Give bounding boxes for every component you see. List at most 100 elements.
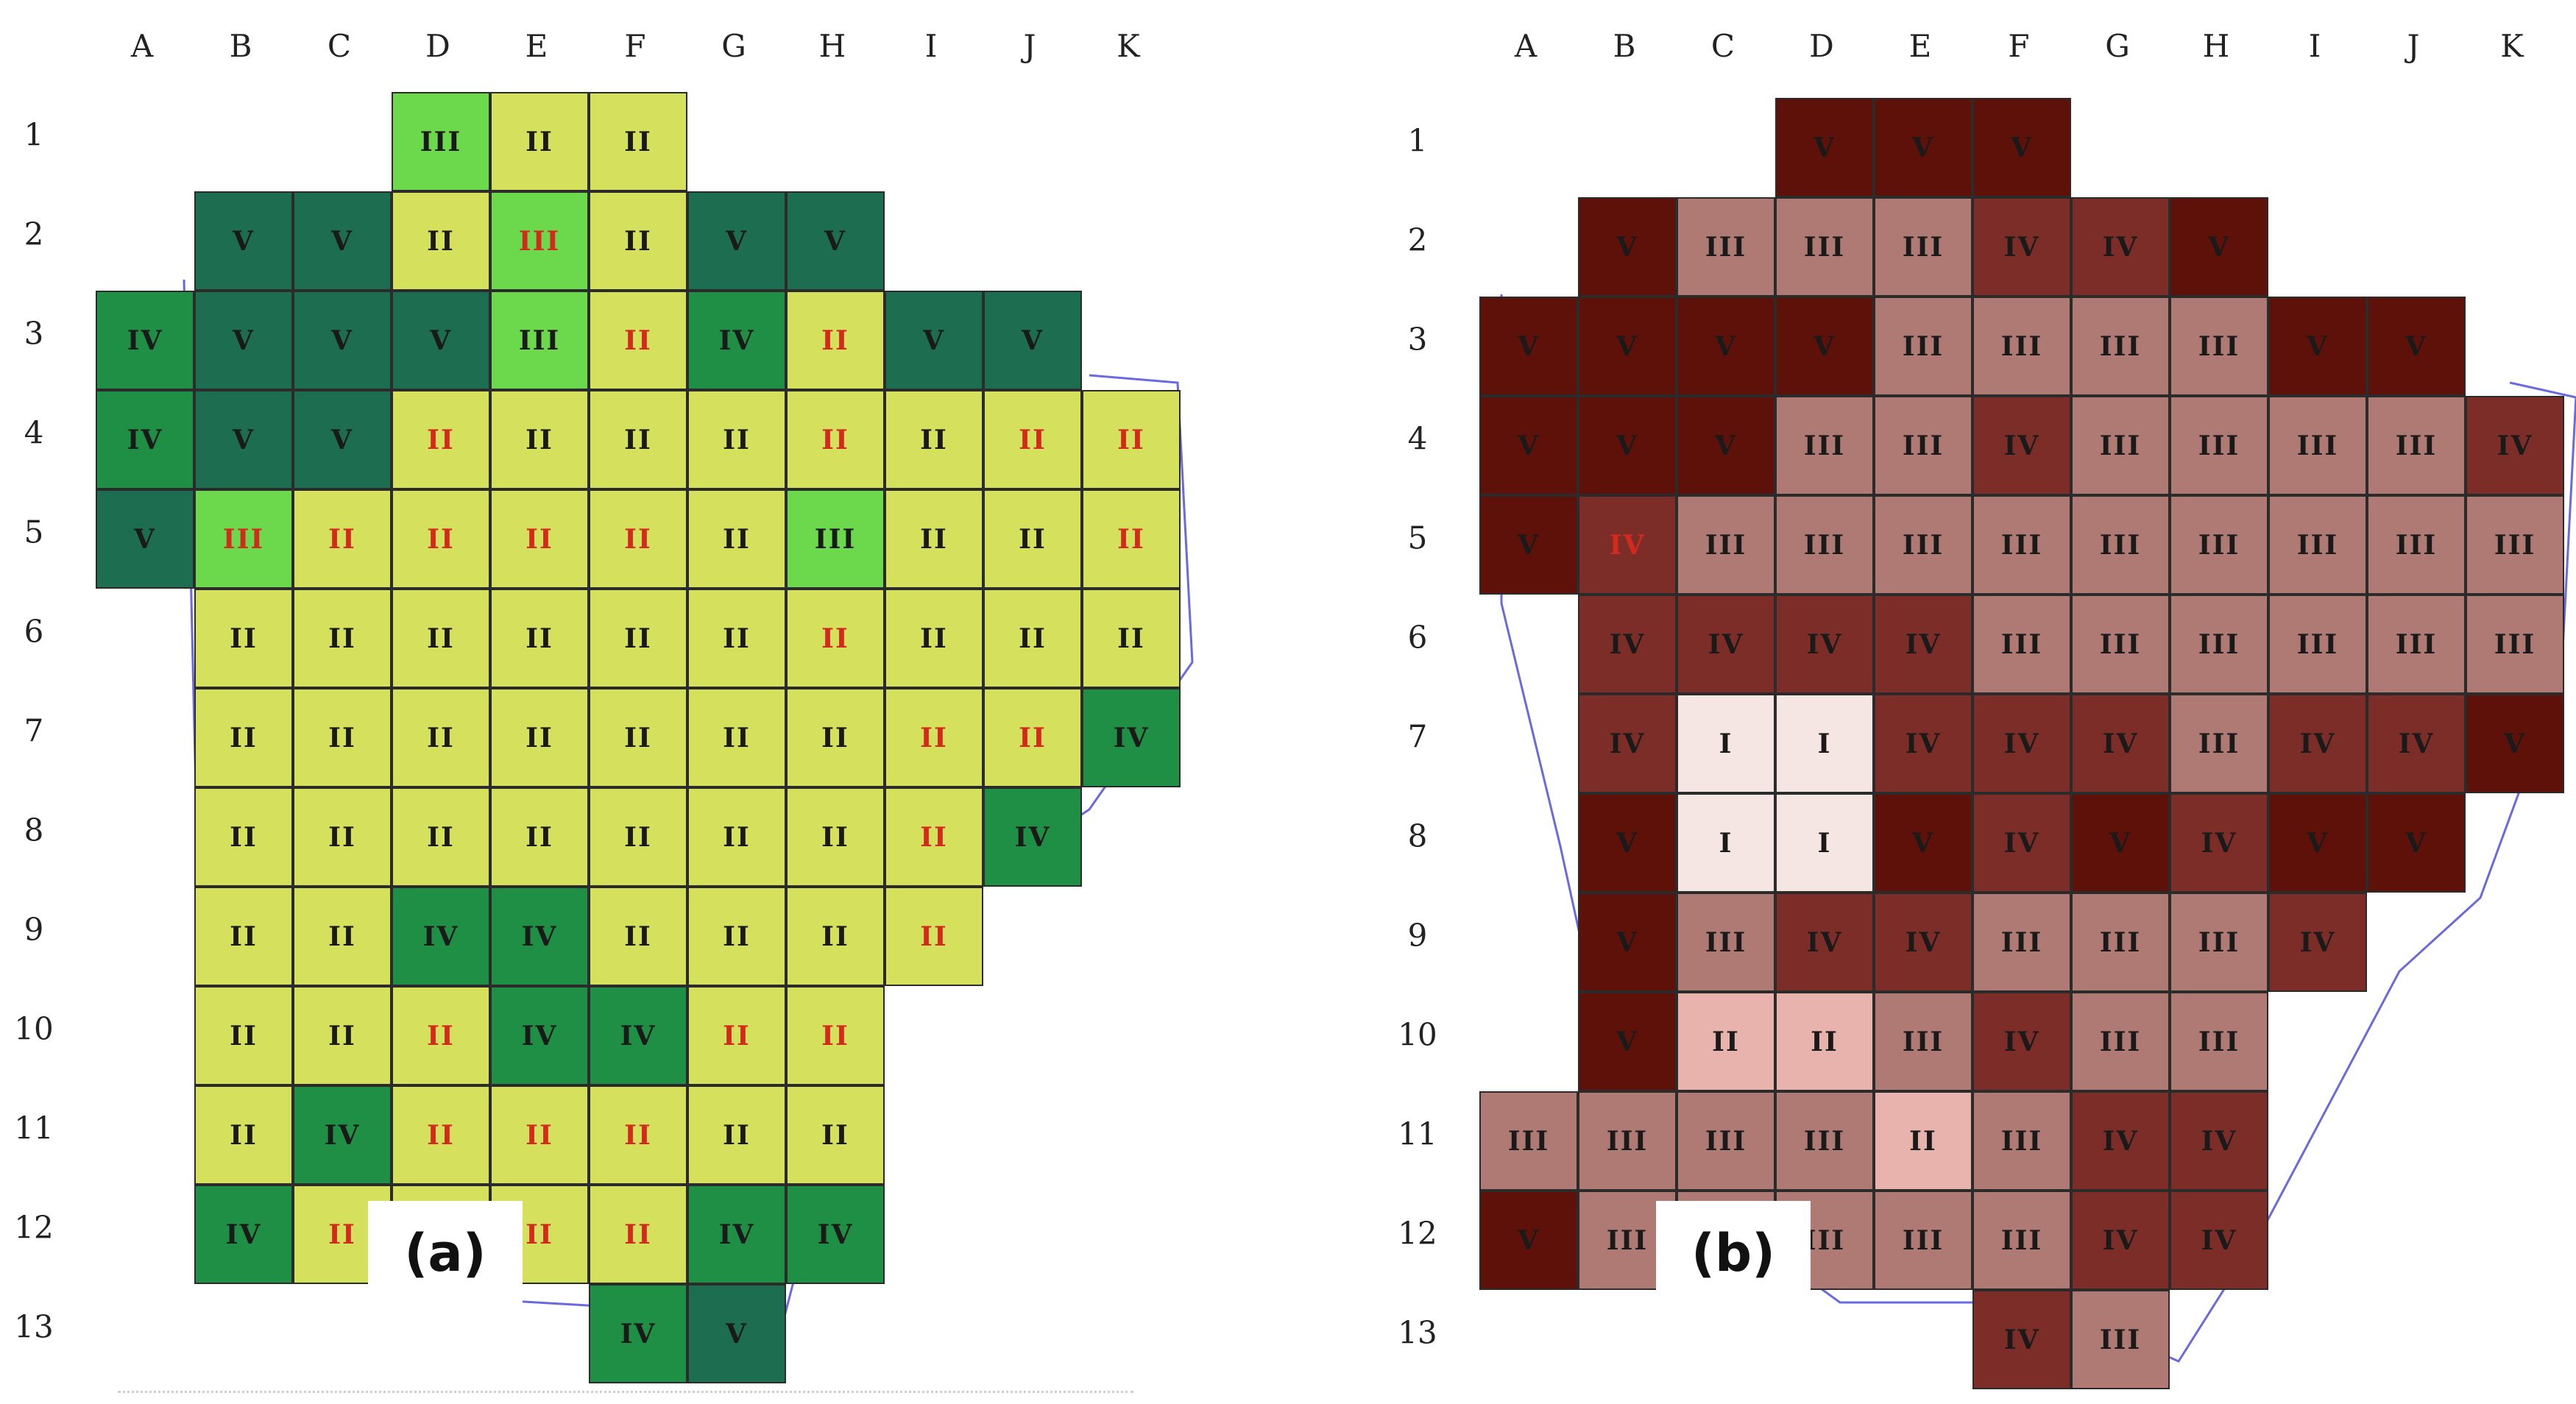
row-label-8: 8: [1407, 818, 1428, 854]
cell-g12: IV: [687, 1185, 786, 1284]
cell-e10: III: [1874, 992, 1972, 1091]
cell-e8: V: [1874, 793, 1972, 893]
cell-f13: IV: [1972, 1290, 2071, 1389]
cell-a4: V: [1479, 396, 1578, 495]
row-label-13: 13: [14, 1308, 54, 1344]
cell-d3: V: [1775, 297, 1874, 396]
cell-i7: II: [885, 688, 983, 787]
cell-g9: III: [2071, 893, 2170, 992]
cell-f8: II: [589, 787, 687, 887]
cell-f4: II: [589, 390, 687, 489]
cell-g8: V: [2071, 793, 2170, 893]
cell-b9: V: [1578, 893, 1677, 992]
cell-e7: IV: [1874, 694, 1972, 793]
cell-e2: III: [490, 191, 589, 291]
cell-f1: II: [589, 92, 687, 191]
cell-g5: III: [2071, 495, 2170, 595]
cell-f5: II: [589, 489, 687, 589]
cell-h7: III: [2170, 694, 2268, 793]
cell-e8: II: [490, 787, 589, 887]
col-label-c: C: [327, 28, 352, 64]
col-label-j: J: [1023, 28, 1036, 64]
cell-g7: IV: [2071, 694, 2170, 793]
cell-b10: II: [194, 986, 293, 1085]
cell-b11: III: [1578, 1091, 1677, 1191]
cell-d9: IV: [1775, 893, 1874, 992]
cell-b2: V: [194, 191, 293, 291]
panel-label-b: (b): [1656, 1201, 1811, 1305]
cell-f5: III: [1972, 495, 2071, 595]
cell-h5: III: [2170, 495, 2268, 595]
cell-g8: II: [687, 787, 786, 887]
cell-f4: IV: [1972, 396, 2071, 495]
panel-a: III II II V V II III II V V IV V V V III II IV II V V IV V V II…: [0, 0, 1251, 1404]
cell-c3: V: [293, 291, 392, 390]
cell-i5: II: [885, 489, 983, 589]
cell-c7: II: [293, 688, 392, 787]
cell-h8: II: [786, 787, 885, 887]
cell-e3: III: [490, 291, 589, 390]
cell-b5: IV: [1578, 495, 1677, 595]
cell-j4: II: [983, 390, 1082, 489]
col-label-a: A: [1514, 28, 1538, 64]
cell-c6: II: [293, 589, 392, 688]
cell-h10: II: [786, 986, 885, 1085]
cell-h3: III: [2170, 297, 2268, 396]
row-label-2: 2: [1407, 221, 1428, 258]
cell-j5: III: [2367, 495, 2466, 595]
cell-d8: II: [392, 787, 490, 887]
cell-c11: IV: [293, 1085, 392, 1185]
row-label-9: 9: [1407, 917, 1428, 953]
cell-e9: IV: [1874, 893, 1972, 992]
cell-c5: III: [1677, 495, 1775, 595]
cell-h3: II: [786, 291, 885, 390]
row-label-1: 1: [24, 116, 44, 152]
row-label-11: 11: [1398, 1116, 1437, 1152]
cell-g3: III: [2071, 297, 2170, 396]
row-label-13: 13: [1398, 1314, 1437, 1350]
col-label-h: H: [2202, 28, 2230, 64]
cell-h9: III: [2170, 893, 2268, 992]
cell-d2: II: [392, 191, 490, 291]
row-label-9: 9: [24, 911, 44, 947]
cell-k4: IV: [2466, 396, 2564, 495]
cell-c2: III: [1677, 197, 1775, 297]
cell-f9: III: [1972, 893, 2071, 992]
cell-h7: II: [786, 688, 885, 787]
col-label-k: K: [2500, 28, 2524, 64]
cell-h10: III: [2170, 992, 2268, 1091]
cell-c6: IV: [1677, 595, 1775, 694]
cell-e11: II: [1874, 1091, 1972, 1191]
col-label-d: D: [1809, 28, 1834, 64]
col-label-e: E: [525, 28, 548, 64]
cell-d5: II: [392, 489, 490, 589]
cell-b9: II: [194, 887, 293, 986]
cell-a4: IV: [96, 390, 194, 489]
cell-a3: IV: [96, 291, 194, 390]
cell-b8: II: [194, 787, 293, 887]
cell-h6: III: [2170, 595, 2268, 694]
cell-g4: III: [2071, 396, 2170, 495]
cell-b6: II: [194, 589, 293, 688]
cell-k7: V: [2466, 694, 2564, 793]
cell-j3: V: [2367, 297, 2466, 396]
cell-i4: II: [885, 390, 983, 489]
row-label-8: 8: [24, 812, 44, 848]
row-label-4: 4: [1407, 420, 1428, 456]
cell-f3: II: [589, 291, 687, 390]
cell-e11: II: [490, 1085, 589, 1185]
cell-g2: IV: [2071, 197, 2170, 297]
row-label-12: 12: [1398, 1215, 1437, 1251]
row-label-12: 12: [14, 1209, 54, 1245]
cell-f10: IV: [1972, 992, 2071, 1091]
row-label-3: 3: [1407, 321, 1428, 357]
cell-b6: IV: [1578, 595, 1677, 694]
cell-d6: IV: [1775, 595, 1874, 694]
cell-f1: V: [1972, 98, 2071, 197]
col-label-f: F: [624, 28, 646, 64]
row-label-2: 2: [24, 216, 44, 252]
cell-c8: I: [1677, 793, 1775, 893]
cell-i6: II: [885, 589, 983, 688]
cell-h8: IV: [2170, 793, 2268, 893]
cell-g11: II: [687, 1085, 786, 1185]
